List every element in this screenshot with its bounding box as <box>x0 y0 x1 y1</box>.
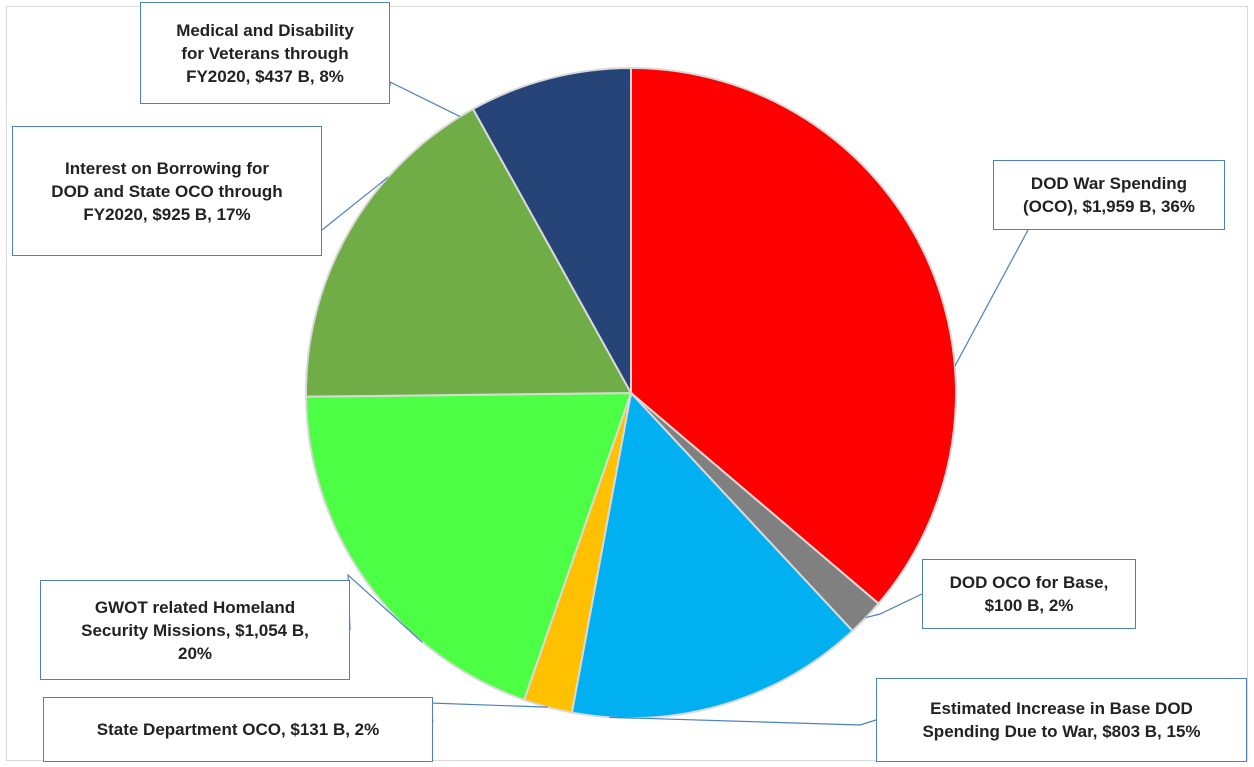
label-state-department-oco: State Department OCO, $131 B, 2% <box>43 697 433 762</box>
chart-frame <box>6 6 1248 761</box>
leader-state-department-oco <box>429 702 548 723</box>
leader-increase-base-dod <box>609 716 877 726</box>
label-increase-base-dod: Estimated Increase in Base DOD Spending D… <box>876 678 1247 762</box>
slice-interest-borrowing <box>305 107 633 398</box>
slice-increase-base-dod <box>570 390 854 719</box>
slice-dod-war-spending <box>630 66 957 605</box>
label-dod-war-spending: DOD War Spending (OCO), $1,959 B, 36% <box>993 160 1225 230</box>
label-medical-disability: Medical and Disability for Veterans throu… <box>140 2 390 104</box>
slice-medical-disability <box>471 66 632 397</box>
leader-dod-oco-base <box>865 593 923 619</box>
label-gwot-homeland: GWOT related Homeland Security Missions, … <box>40 580 350 680</box>
label-interest-borrowing: Interest on Borrowing for DOD and State O… <box>12 126 322 256</box>
leader-interest-borrowing <box>321 176 389 231</box>
slice-gwot-homeland <box>305 391 633 702</box>
leader-medical-disability <box>389 81 461 118</box>
label-dod-oco-base: DOD OCO for Base, $100 B, 2% <box>922 559 1136 629</box>
leader-dod-war-spending <box>954 229 1029 367</box>
